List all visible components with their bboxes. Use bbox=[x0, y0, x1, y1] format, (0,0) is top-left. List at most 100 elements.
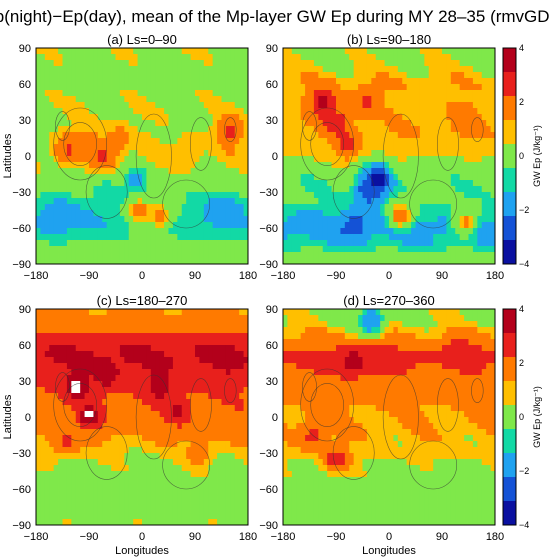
heatmap-cell bbox=[455, 234, 461, 241]
heatmap-cell bbox=[84, 54, 90, 61]
heatmap-cell bbox=[411, 210, 416, 217]
heatmap-cell bbox=[155, 345, 161, 352]
heatmap-cell bbox=[40, 387, 46, 394]
heatmap-cell bbox=[490, 114, 495, 121]
heatmap-cell bbox=[459, 204, 465, 211]
heatmap-cell bbox=[203, 72, 209, 79]
heatmap-cell bbox=[124, 315, 130, 322]
heatmap-cell bbox=[119, 381, 125, 388]
heatmap-cell bbox=[415, 108, 421, 115]
heatmap-cell bbox=[234, 357, 240, 364]
heatmap-cell bbox=[477, 234, 483, 241]
heatmap-cell bbox=[464, 108, 469, 115]
heatmap-cell bbox=[287, 114, 293, 121]
heatmap-cell bbox=[124, 114, 130, 121]
heatmap-cell bbox=[44, 357, 50, 364]
heatmap-cell bbox=[424, 204, 430, 211]
heatmap-cell bbox=[230, 222, 236, 229]
heatmap-cell bbox=[424, 78, 430, 85]
heatmap-cell bbox=[221, 204, 227, 211]
heatmap-cell bbox=[433, 258, 438, 264]
heatmap-cell bbox=[375, 246, 381, 253]
heatmap-cell bbox=[327, 204, 332, 211]
heatmap-cell bbox=[102, 351, 108, 358]
heatmap-cell bbox=[97, 252, 103, 259]
heatmap-cell bbox=[181, 102, 187, 109]
heatmap-cell bbox=[433, 192, 438, 199]
heatmap-cell bbox=[168, 363, 174, 370]
heatmap-cell bbox=[75, 333, 81, 340]
heatmap-cell bbox=[124, 351, 130, 358]
heatmap-cell bbox=[336, 162, 341, 169]
heatmap-cell bbox=[384, 150, 390, 157]
heatmap-cell bbox=[234, 162, 240, 169]
heatmap-cell bbox=[472, 120, 478, 127]
heatmap-cell bbox=[58, 369, 63, 376]
heatmap-cell bbox=[155, 234, 161, 241]
heatmap-cell bbox=[490, 72, 495, 79]
heatmap-cell bbox=[177, 72, 183, 79]
heatmap-cell bbox=[58, 216, 63, 223]
heatmap-cell bbox=[300, 192, 306, 199]
heatmap-cell bbox=[406, 48, 412, 55]
heatmap-cell bbox=[66, 90, 72, 97]
heatmap-cell bbox=[89, 198, 94, 205]
heatmap-cell bbox=[362, 198, 368, 205]
heatmap-cell bbox=[80, 399, 85, 406]
heatmap-cell bbox=[102, 339, 108, 346]
heatmap-cell bbox=[331, 150, 337, 157]
heatmap-cell bbox=[124, 66, 130, 73]
heatmap-cell bbox=[446, 138, 452, 145]
heatmap-cell bbox=[243, 78, 248, 85]
heatmap-cell bbox=[459, 216, 465, 223]
heatmap-cell bbox=[291, 246, 297, 253]
heatmap-cell bbox=[411, 228, 416, 235]
heatmap-cell bbox=[44, 429, 50, 436]
heatmap-cell bbox=[217, 252, 222, 259]
heatmap-cell bbox=[128, 90, 134, 97]
heatmap-cell bbox=[450, 210, 456, 217]
heatmap-cell bbox=[53, 72, 59, 79]
heatmap-cell bbox=[44, 114, 50, 121]
heatmap-cell bbox=[159, 234, 165, 241]
heatmap-cell bbox=[212, 489, 218, 496]
heatmap-cell bbox=[230, 399, 236, 406]
heatmap-cell bbox=[203, 309, 209, 316]
heatmap-cell bbox=[243, 327, 248, 334]
heatmap-cell bbox=[225, 150, 231, 157]
heatmap-cell bbox=[89, 84, 94, 91]
heatmap-cell bbox=[291, 144, 297, 151]
heatmap-cell bbox=[309, 114, 315, 121]
heatmap-cell bbox=[44, 369, 50, 376]
heatmap-cell bbox=[203, 138, 209, 145]
heatmap-cell bbox=[283, 132, 288, 139]
heatmap-cell bbox=[477, 216, 483, 223]
heatmap-cell bbox=[300, 138, 306, 145]
heatmap-cell bbox=[362, 108, 368, 115]
heatmap-cell bbox=[415, 234, 421, 241]
heatmap-cell bbox=[327, 252, 332, 259]
heatmap-cell bbox=[353, 174, 359, 181]
heatmap-cell bbox=[133, 465, 138, 472]
heatmap-cell bbox=[102, 246, 108, 253]
heatmap-cell bbox=[340, 198, 346, 205]
heatmap-cell bbox=[472, 234, 478, 241]
heatmap-cell bbox=[331, 108, 337, 115]
heatmap-cell bbox=[195, 363, 200, 370]
heatmap-cell bbox=[313, 60, 319, 67]
heatmap-cell bbox=[186, 447, 191, 454]
heatmap-cell bbox=[80, 339, 85, 346]
heatmap-cell bbox=[36, 453, 41, 460]
heatmap-cell bbox=[472, 108, 478, 115]
heatmap-cell bbox=[164, 96, 169, 103]
heatmap-cell bbox=[49, 54, 55, 61]
heatmap-cell bbox=[344, 192, 350, 199]
heatmap-cell bbox=[397, 84, 403, 91]
heatmap-cell bbox=[128, 429, 134, 436]
heatmap-cell bbox=[203, 315, 209, 322]
heatmap-cell bbox=[168, 375, 174, 382]
heatmap-cell bbox=[137, 216, 143, 223]
heatmap-cell bbox=[464, 156, 469, 163]
heatmap-cell bbox=[124, 204, 130, 211]
heatmap-cell bbox=[75, 126, 81, 133]
